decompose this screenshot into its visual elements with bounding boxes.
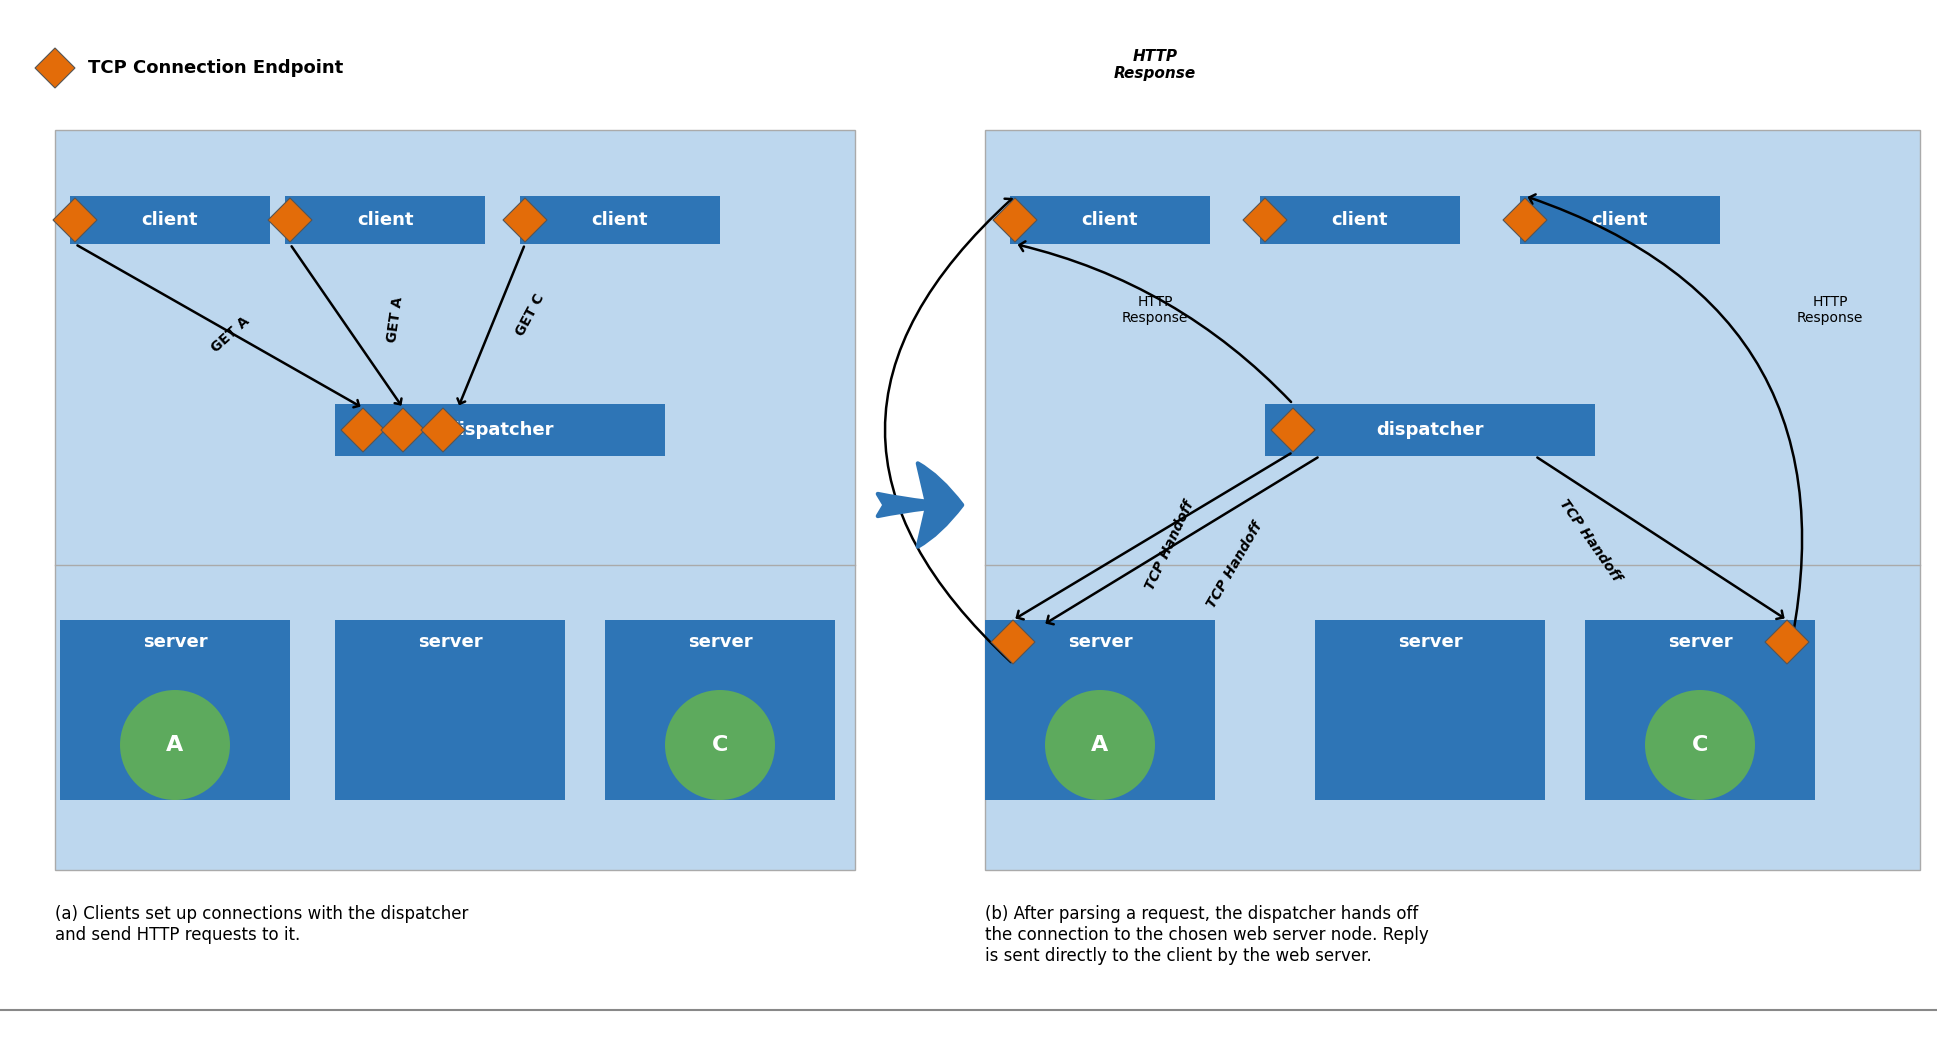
Polygon shape: [1271, 408, 1315, 452]
Bar: [1521, 196, 1720, 244]
Polygon shape: [52, 198, 97, 242]
Text: TCP Handoff: TCP Handoff: [1205, 520, 1265, 610]
Text: TCP Handoff: TCP Handoff: [1143, 498, 1197, 592]
Bar: [54, 130, 854, 870]
Text: HTTP
Response: HTTP Response: [1798, 295, 1863, 325]
Bar: [1009, 196, 1211, 244]
Circle shape: [1645, 690, 1755, 800]
Text: A: A: [1091, 735, 1108, 755]
Text: client: client: [141, 211, 198, 229]
Bar: [1265, 404, 1594, 456]
Bar: [604, 620, 835, 800]
Polygon shape: [1765, 620, 1809, 664]
Text: A: A: [167, 735, 184, 755]
Bar: [60, 620, 291, 800]
Text: GET C: GET C: [513, 292, 546, 338]
Text: C: C: [711, 735, 728, 755]
Circle shape: [664, 690, 775, 800]
Polygon shape: [341, 408, 385, 452]
Circle shape: [1044, 690, 1154, 800]
Bar: [1584, 620, 1815, 800]
Bar: [1259, 196, 1460, 244]
Bar: [335, 404, 664, 456]
Bar: [986, 130, 1920, 870]
Text: (a) Clients set up connections with the dispatcher
and send HTTP requests to it.: (a) Clients set up connections with the …: [54, 905, 469, 944]
Text: server: server: [418, 633, 482, 651]
Text: server: server: [1399, 633, 1462, 651]
Text: GET A: GET A: [385, 296, 405, 344]
Text: HTTP
Response: HTTP Response: [1122, 295, 1187, 325]
Bar: [519, 196, 721, 244]
Text: server: server: [688, 633, 752, 651]
Text: server: server: [1668, 633, 1732, 651]
Polygon shape: [1503, 198, 1548, 242]
Bar: [70, 196, 269, 244]
Polygon shape: [1244, 198, 1286, 242]
Bar: [335, 620, 566, 800]
Text: client: client: [591, 211, 649, 229]
Text: (b) After parsing a request, the dispatcher hands off
the connection to the chos: (b) After parsing a request, the dispatc…: [986, 905, 1430, 964]
Text: client: client: [356, 211, 413, 229]
Text: server: server: [143, 633, 207, 651]
Circle shape: [120, 690, 231, 800]
Bar: [986, 620, 1214, 800]
Polygon shape: [267, 198, 312, 242]
Text: HTTP
Response: HTTP Response: [1114, 49, 1197, 81]
Text: TCP Connection Endpoint: TCP Connection Endpoint: [87, 59, 343, 77]
Text: dispatcher: dispatcher: [1377, 421, 1484, 439]
Text: C: C: [1691, 735, 1708, 755]
Polygon shape: [420, 408, 465, 452]
Polygon shape: [994, 198, 1036, 242]
Polygon shape: [382, 408, 424, 452]
Polygon shape: [992, 620, 1034, 664]
Text: server: server: [1067, 633, 1133, 651]
Text: TCP Handoff: TCP Handoff: [1557, 496, 1623, 583]
Text: client: client: [1592, 211, 1648, 229]
Polygon shape: [35, 48, 76, 88]
Polygon shape: [504, 198, 546, 242]
Bar: [1315, 620, 1546, 800]
Text: client: client: [1333, 211, 1389, 229]
Text: GET A: GET A: [207, 315, 252, 356]
Text: client: client: [1081, 211, 1139, 229]
Bar: [285, 196, 484, 244]
Text: dispatcher: dispatcher: [446, 421, 554, 439]
